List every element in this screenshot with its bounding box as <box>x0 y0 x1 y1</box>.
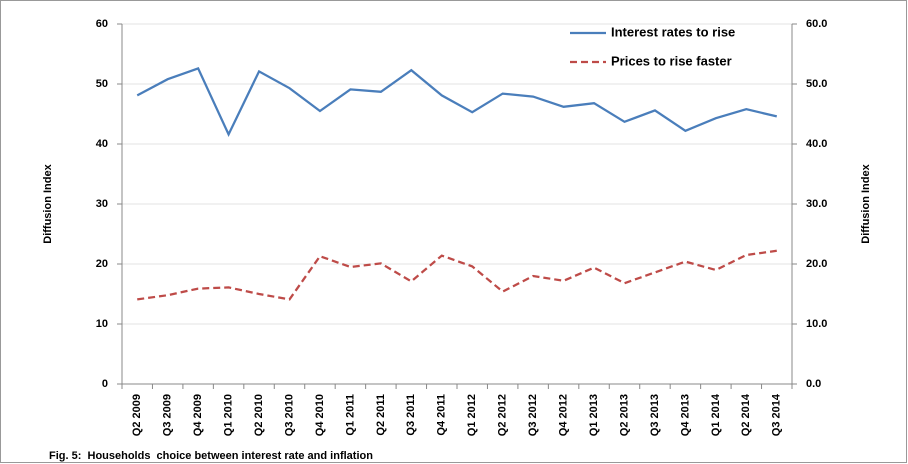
y-tick-label: 60 <box>96 18 108 30</box>
x-tick-label: Q3 2009 <box>162 394 174 436</box>
x-tick-label: Q1 2014 <box>710 393 722 436</box>
y-tick-label: 10 <box>96 318 108 330</box>
y2-tick-label: 60.0 <box>806 18 827 30</box>
x-tick-label: Q1 2012 <box>466 394 478 436</box>
y-tick-label: 30 <box>96 198 108 210</box>
x-tick-label: Q2 2013 <box>618 394 630 436</box>
y2-tick-label: 20.0 <box>806 258 827 270</box>
x-tick-label: Q2 2012 <box>497 394 509 436</box>
y-axis-label: Diffusion Index <box>42 163 54 243</box>
y-tick-label: 50 <box>96 78 108 90</box>
caption: Fig. 5: Households choice between intere… <box>49 450 373 462</box>
x-tick-label: Q3 2014 <box>771 393 783 436</box>
y-tick-label: 0 <box>102 378 108 390</box>
x-tick-label: Q4 2009 <box>192 394 204 436</box>
y-tick-label: 20 <box>96 258 108 270</box>
y2-tick-label: 30.0 <box>806 198 827 210</box>
x-tick-label: Q1 2011 <box>344 394 356 436</box>
y-tick-label: 40 <box>96 138 108 150</box>
x-tick-label: Q3 2012 <box>527 394 539 436</box>
x-tick-label: Q2 2011 <box>375 394 387 436</box>
y2-tick-label: 10.0 <box>806 318 827 330</box>
legend-label: Interest rates to rise <box>611 24 735 39</box>
x-tick-label: Q1 2010 <box>222 394 234 436</box>
x-tick-label: Q3 2013 <box>649 394 661 436</box>
y2-tick-label: 50.0 <box>806 78 827 90</box>
x-tick-label: Q4 2012 <box>557 394 569 436</box>
x-tick-label: Q2 2014 <box>740 393 752 436</box>
x-tick-label: Q1 2013 <box>588 394 600 436</box>
y2-tick-label: 0.0 <box>806 378 821 390</box>
x-tick-label: Q3 2010 <box>283 394 295 436</box>
y2-axis-label: Diffusion Index <box>860 163 872 243</box>
x-tick-label: Q2 2010 <box>253 394 265 436</box>
x-tick-label: Q3 2011 <box>405 394 417 436</box>
series-line <box>137 249 777 301</box>
series-line <box>136 66 778 138</box>
legend-label: Prices to rise faster <box>611 53 732 68</box>
x-tick-label: Q4 2013 <box>679 394 691 436</box>
x-tick-label: Q4 2011 <box>436 394 448 436</box>
x-tick-label: Q4 2010 <box>314 394 326 436</box>
x-tick-label: Q2 2009 <box>131 394 143 436</box>
y2-tick-label: 40.0 <box>806 138 827 150</box>
